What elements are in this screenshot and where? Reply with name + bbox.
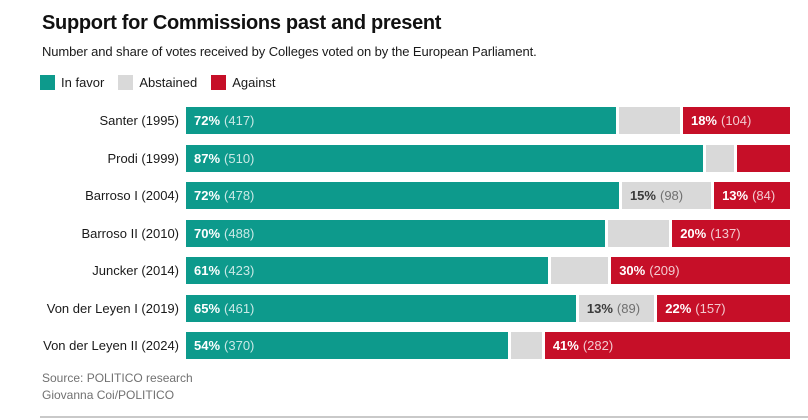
bar-track: 72% (478) 15% (98) 13% (84) (186, 182, 791, 209)
bar-segment-abstained (618, 107, 680, 134)
bar-segment-against: 22% (157) (657, 294, 790, 322)
bar-segment-abstained (607, 219, 670, 247)
legend-item: In favor (40, 74, 105, 90)
legend-swatch-icon (118, 74, 134, 90)
chart-row: Barroso I (2004) 72% (478) 15% (98) 13% (84) (40, 182, 791, 209)
bar-segment-against: 20% (137) (672, 219, 790, 247)
source-line: Source: POLITICO research (42, 371, 193, 385)
legend-item: Abstained (118, 74, 198, 90)
bar-segment-abstained: 13% (89) (578, 294, 655, 322)
segment-votes-label: (104) (721, 113, 752, 128)
segment-votes-label: (89) (616, 300, 641, 316)
segment-votes-label: (137) (710, 225, 741, 241)
bar-segment-in-favor: 72% (478) (186, 182, 619, 209)
bar-segment-in-favor: 70% (488) (186, 219, 605, 247)
legend-item-label: In favor (61, 74, 105, 90)
page-title: Support for Commissions past and present (42, 12, 442, 34)
segment-percent-label: 87% (194, 150, 221, 166)
bar-segment-in-favor: 87% (510) (186, 144, 704, 172)
segment-percent-label: 70% (194, 225, 221, 241)
bar-segment-against: 18% (104) (682, 107, 791, 134)
bar-segment-abstained (510, 332, 542, 359)
chart-subtitle: Number and share of votes received by Co… (42, 44, 537, 59)
segment-percent-label: 13% (586, 300, 613, 316)
bar-track: 87% (510) (186, 144, 790, 172)
segment-percent-label: 61% (194, 263, 221, 278)
segment-percent-label: 65% (194, 300, 221, 316)
bar-segment-abstained (706, 144, 734, 172)
legend-swatch-icon (211, 74, 227, 90)
chart-row: Von der Leyen II (2024) 54% (370) 41% (282) (40, 332, 790, 359)
segment-percent-label: 72% (194, 113, 221, 128)
bar-segment-abstained (550, 257, 609, 284)
bar-segment-against (736, 144, 790, 172)
bar-track: 72% (417) 18% (104) (186, 107, 791, 134)
bar-segment-in-favor: 72% (417) (186, 107, 616, 134)
chart-row: Prodi (1999) 87% (510) (40, 144, 790, 172)
chart-legend: In favor Abstained Against (40, 74, 808, 90)
legend-swatch-icon (40, 74, 55, 90)
segment-votes-label: (370) (224, 338, 255, 353)
chart-row: Barroso II (2010) 70% (488) 20% (137) (40, 219, 790, 247)
category-label: Prodi (1999) (107, 150, 179, 166)
bar-track: 54% (370) 41% (282) (186, 332, 790, 359)
segment-votes-label: (488) (224, 225, 255, 241)
category-label: Barroso I (2004) (85, 188, 179, 203)
bar-segment-in-favor: 61% (423) (186, 257, 548, 284)
segment-votes-label: (423) (224, 263, 255, 278)
segment-votes-label: (282) (582, 338, 614, 353)
segment-percent-label: 41% (552, 338, 579, 353)
category-label: Barroso II (2010) (81, 225, 179, 241)
bar-track: 70% (488) 20% (137) (186, 219, 790, 247)
segment-votes-label: (98) (659, 188, 684, 203)
legend-item-label: Against (232, 74, 276, 90)
bar-segment-in-favor: 54% (370) (186, 332, 508, 359)
segment-percent-label: 13% (722, 188, 749, 203)
chart-row: Von der Leyen I (2019) 65% (461) 13% (89) 22… (40, 294, 790, 322)
category-label: Von der Leyen II (2024) (43, 338, 179, 353)
segment-percent-label: 30% (619, 263, 646, 278)
credit-line: Giovanna Coi/POLITICO (42, 388, 175, 402)
chart-page: Support for Commissions past and present… (0, 12, 808, 420)
segment-votes-label: (209) (649, 263, 680, 278)
category-label: Von der Leyen I (2019) (46, 300, 179, 316)
stacked-bar-chart: Santer (1995) 72% (417) 18% (104) Prodi (19… (40, 107, 791, 359)
segment-votes-label: (510) (224, 150, 255, 166)
bar-segment-abstained: 15% (98) (621, 182, 712, 209)
bar-segment-against: 41% (282) (544, 332, 790, 359)
category-label: Juncker (2014) (92, 263, 179, 278)
chart-row: Juncker (2014) 61% (423) 30% (209) (40, 257, 790, 284)
segment-votes-label: (461) (224, 300, 255, 316)
segment-percent-label: 22% (665, 300, 692, 316)
bottom-divider (40, 416, 808, 418)
legend-item: Against (211, 74, 276, 90)
bar-segment-against: 13% (84) (714, 182, 791, 209)
segment-votes-label: (478) (224, 188, 255, 203)
bar-segment-in-favor: 65% (461) (186, 294, 576, 322)
segment-votes-label: (157) (695, 300, 726, 316)
segment-votes-label: (84) (752, 188, 776, 203)
bar-track: 65% (461) 13% (89) 22% (157) (186, 294, 790, 322)
segment-votes-label: (417) (224, 113, 255, 128)
segment-percent-label: 20% (680, 225, 707, 241)
legend-item-label: Abstained (139, 74, 198, 90)
category-label: Santer (1995) (99, 113, 180, 128)
segment-percent-label: 72% (194, 188, 221, 203)
bar-track: 61% (423) 30% (209) (186, 257, 790, 284)
segment-percent-label: 15% (629, 188, 656, 203)
chart-row: Santer (1995) 72% (417) 18% (104) (40, 107, 791, 134)
segment-percent-label: 18% (690, 113, 717, 128)
chart-footer: Source: POLITICO research Giovanna Coi/P… (42, 370, 808, 404)
bar-segment-against: 30% (209) (611, 257, 790, 284)
segment-percent-label: 54% (194, 338, 221, 353)
